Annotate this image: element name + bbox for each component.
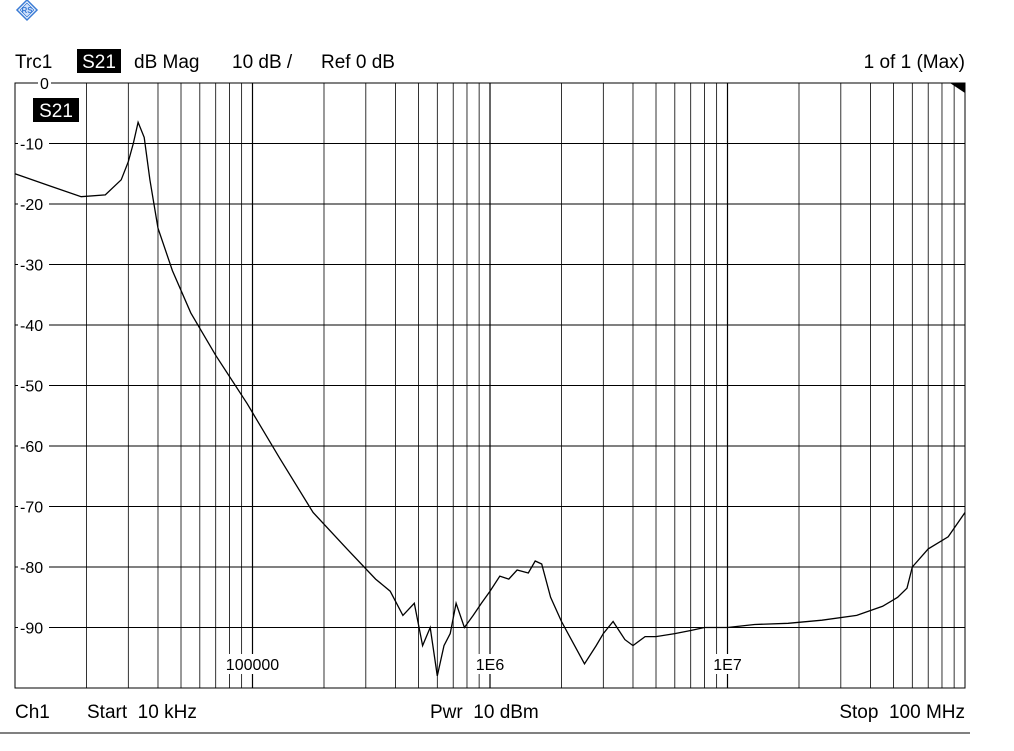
sweep-count: 1 of 1 (Max) (864, 52, 965, 73)
x-axis-ticks: 100000 1E6 1E7 (222, 654, 744, 674)
trace-name: Trc1 (15, 52, 52, 73)
y-tick-label-bg (38, 74, 51, 92)
y-tick-label-bg (18, 376, 49, 395)
measurement-badge[interactable] (77, 49, 121, 73)
y-tick-label-bg (18, 558, 49, 576)
y-tick-label: -60 (20, 439, 43, 456)
svg-text:RS: RS (21, 6, 33, 15)
measurement-label: S21 (82, 52, 116, 73)
x-tick-label: 100000 (226, 657, 279, 674)
channel-label: Ch1 (15, 702, 50, 723)
y-tick-label: -10 (20, 137, 43, 154)
y-tick-label-bg (18, 618, 49, 637)
y-tick-label-bg (18, 134, 49, 153)
y-tick-label: -80 (20, 560, 43, 577)
x-tick-label-bg (222, 654, 283, 674)
y-tick-label: -30 (20, 258, 43, 275)
stop-frequency: Stop 100 MHz (839, 702, 965, 723)
trace-label-badge[interactable] (33, 98, 79, 122)
reference-label: Ref 0 dB (321, 52, 395, 73)
scale-label: 10 dB / (232, 52, 293, 73)
x-tick-label-bg (473, 654, 507, 674)
grid-lines (15, 83, 965, 688)
y-tick-label: -90 (20, 621, 43, 638)
y-tick-label-bg (18, 255, 49, 274)
y-tick-label-bg (18, 497, 49, 516)
x-tick-label-bg (711, 654, 744, 674)
y-axis-ticks: 0 -10 -20 -30 -40 -50 -60 -70 -80 -90 (18, 74, 51, 638)
y-tick-label: -40 (20, 318, 43, 335)
plot-area: 0 -10 -20 -30 -40 -50 -60 -70 -80 -90 100000 1E6 1E… (14, 74, 966, 689)
y-tick-label-bg (18, 195, 49, 213)
power-level: Pwr 10 dBm (430, 702, 539, 723)
y-tick-label-bg (18, 437, 49, 455)
y-tick-label: -20 (20, 197, 43, 214)
trace-label-text: S21 (39, 101, 73, 122)
x-tick-label: 1E6 (476, 657, 505, 674)
y-tick-label: -50 (20, 379, 43, 396)
y-tick-label-bg (18, 316, 49, 334)
s21-trace-line (14, 120, 966, 677)
y-tick-label: 0 (40, 76, 49, 93)
y-tick-label: -70 (20, 500, 43, 517)
start-frequency: Start 10 kHz (87, 702, 197, 723)
max-marker-icon (950, 83, 965, 93)
rohde-schwarz-logo-icon: RS (15, 0, 39, 22)
x-tick-label: 1E7 (713, 657, 742, 674)
format-label: dB Mag (134, 52, 199, 73)
